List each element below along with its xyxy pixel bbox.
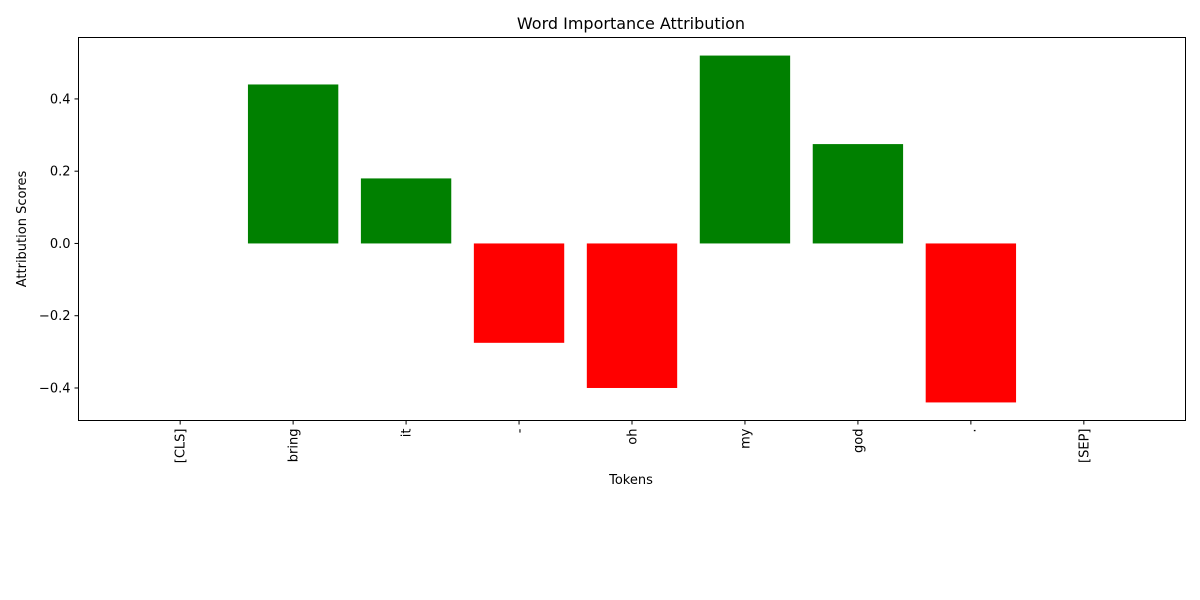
- y-tick-label: 0.0: [50, 237, 71, 252]
- bar-7: [925, 243, 1017, 403]
- x-tick-label: my: [738, 428, 753, 449]
- x-tick-label: [CLS]: [174, 429, 189, 464]
- x-tick-label: bring: [287, 429, 302, 463]
- bar-2: [360, 178, 452, 244]
- x-tick-label: god: [851, 429, 866, 453]
- y-tick-label: 0.4: [50, 92, 71, 107]
- chart-title: Word Importance Attribution: [517, 14, 745, 33]
- y-axis: −0.4 −0.2 0.0 0.2 0.4: [39, 92, 79, 396]
- bar-1: [247, 84, 339, 244]
- x-tick-label: oh: [626, 429, 641, 445]
- y-axis-label: Attribution Scores: [15, 171, 30, 288]
- bar-4: [586, 243, 678, 388]
- plot-bars: [247, 55, 1017, 403]
- x-tick-label: .: [964, 429, 979, 433]
- bar-3: [473, 243, 565, 343]
- x-axis-label: Tokens: [608, 473, 653, 488]
- bar-5: [699, 55, 791, 244]
- y-tick-label: 0.2: [50, 165, 71, 180]
- x-tick-label: it: [400, 429, 415, 438]
- x-axis: [CLS] bring it - oh my god. [SEP]: [174, 420, 1092, 464]
- x-tick-label: [SEP]: [1077, 429, 1092, 463]
- y-tick-label: −0.4: [39, 381, 71, 396]
- x-tick-label: -: [513, 428, 528, 433]
- bar-6: [812, 144, 904, 244]
- y-tick-label: −0.2: [39, 309, 71, 324]
